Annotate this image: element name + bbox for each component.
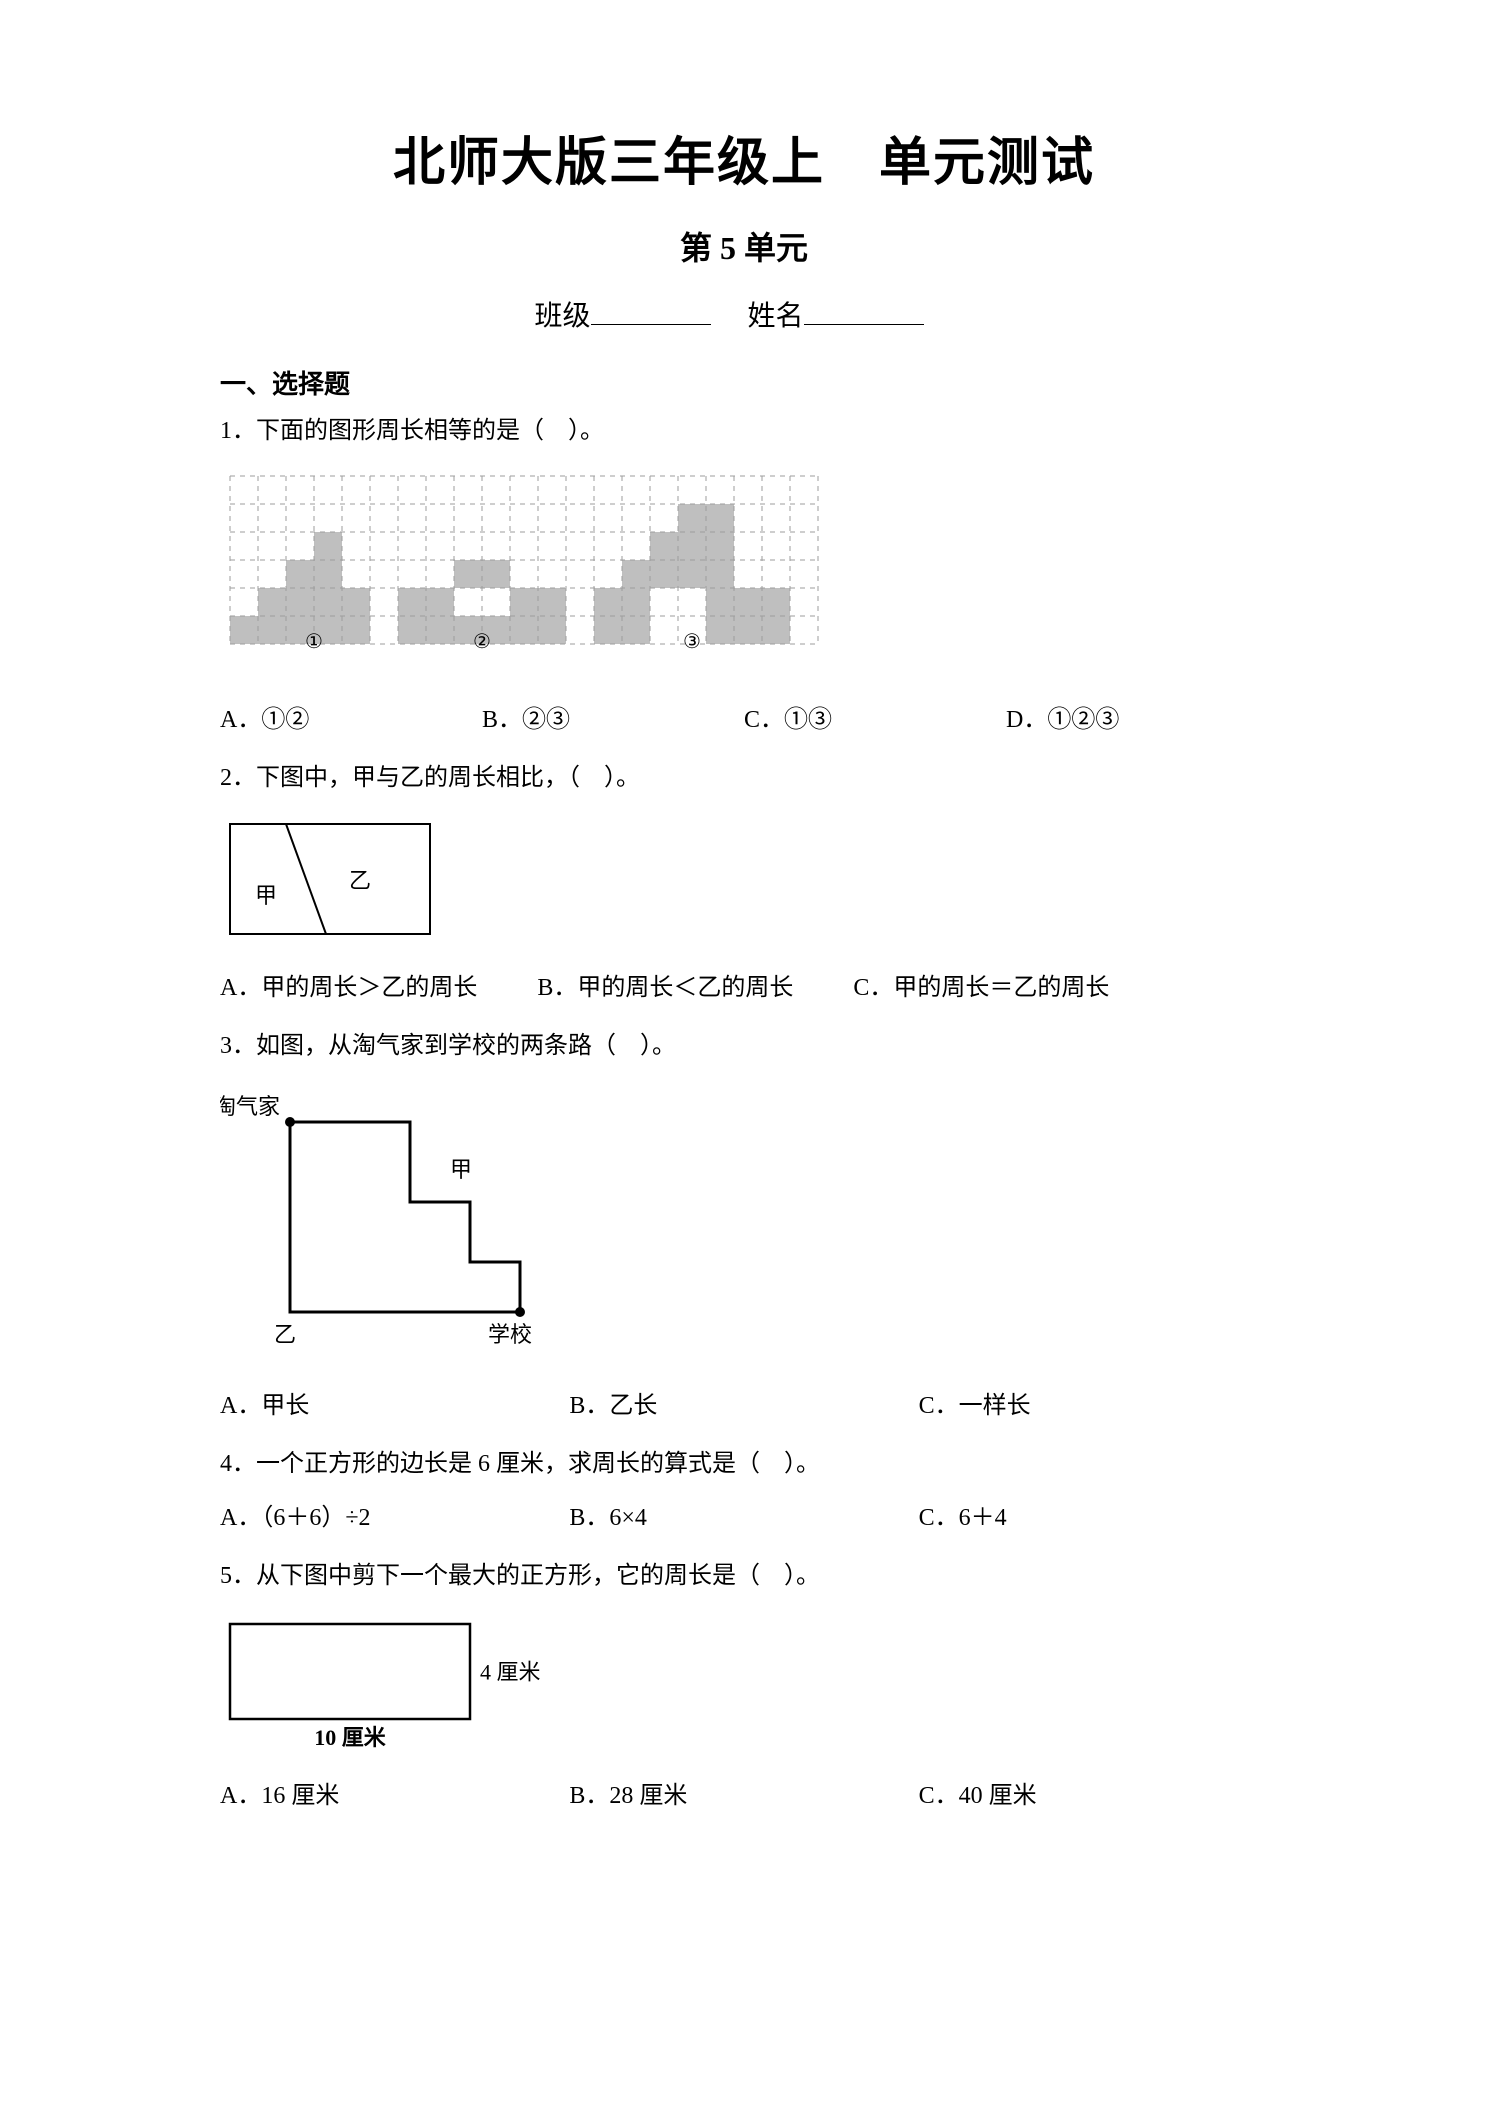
q4-opt-c[interactable]: C．6＋4 [919,1497,1268,1532]
q2-opt-c[interactable]: C．甲的周长＝乙的周长 [853,967,1109,1002]
q2-opt-a[interactable]: A．甲的周长＞乙的周长 [220,967,477,1002]
q5-opt-c[interactable]: C．40 厘米 [919,1775,1268,1810]
svg-text:淘气家: 淘气家 [220,1094,280,1119]
q2-text: 2．下图中，甲与乙的周长相比，（ ）。 [220,756,1268,802]
class-label: 班级 [534,301,590,332]
svg-text:10 厘米: 10 厘米 [314,1725,387,1750]
svg-text:4 厘米: 4 厘米 [480,1659,541,1684]
q2-options: A．甲的周长＞乙的周长 B．甲的周长＜乙的周长 C．甲的周长＝乙的周长 [220,967,1268,1002]
page-title: 北师大版三年级上 单元测试 [220,120,1268,195]
name-blank[interactable] [804,293,924,325]
q1-opt-b[interactable]: B．②③ [482,699,744,734]
q5-opt-b[interactable]: B．28 厘米 [569,1775,918,1810]
name-label: 姓名 [748,301,804,332]
q5-opt-a[interactable]: A．16 厘米 [220,1775,569,1810]
q1-opt-d[interactable]: D．①②③ [1006,699,1268,734]
q3-options: A．甲长 B．乙长 C．一样长 [220,1385,1268,1420]
svg-text:学校: 学校 [488,1322,532,1347]
q2-figure: 甲乙 [220,814,1268,949]
q5-text: 5．从下图中剪下一个最大的正方形，它的周长是（ ）。 [220,1554,1268,1600]
q3-opt-b[interactable]: B．乙长 [569,1385,918,1420]
svg-text:甲: 甲 [450,1157,472,1182]
q4-opt-a[interactable]: A．（6＋6）÷2 [220,1497,569,1532]
class-blank[interactable] [591,293,711,325]
q4-options: A．（6＋6）÷2 B．6×4 C．6＋4 [220,1497,1268,1532]
q1-figure: ① ② ③ [220,466,1268,681]
svg-text:③: ③ [683,631,701,653]
q3-text: 3．如图，从淘气家到学校的两条路（ ）。 [220,1024,1268,1070]
q4-text: 4．一个正方形的边长是 6 厘米，求周长的算式是（ ）。 [220,1442,1268,1488]
q1-text: 1．下面的图形周长相等的是（ ）。 [220,409,1268,455]
q4-opt-b[interactable]: B．6×4 [569,1497,918,1532]
q3-opt-c[interactable]: C．一样长 [919,1385,1268,1420]
svg-text:乙: 乙 [349,868,371,893]
svg-text:②: ② [473,631,491,653]
page: 北师大版三年级上 单元测试 第 5 单元 班级 姓名 一、选择题 1．下面的图形… [0,0,1488,1952]
svg-text:乙: 乙 [274,1322,296,1347]
q1-options: A．①② B．②③ C．①③ D．①②③ [220,699,1268,734]
q3-opt-a[interactable]: A．甲长 [220,1385,569,1420]
svg-text:①: ① [305,631,323,653]
q5-options: A．16 厘米 B．28 厘米 C．40 厘米 [220,1775,1268,1810]
svg-text:甲: 甲 [255,883,277,908]
name-class-row: 班级 姓名 [220,293,1268,334]
q5-figure: 4 厘米 10 厘米 [220,1612,1268,1757]
q1-opt-a[interactable]: A．①② [220,699,482,734]
section-1-heading: 一、选择题 [220,364,1268,401]
q1-opt-c[interactable]: C．①③ [744,699,1006,734]
q3-figure: 淘气家甲乙 学校 [220,1082,1268,1367]
q2-opt-b[interactable]: B．甲的周长＜乙的周长 [537,967,793,1002]
page-subtitle: 第 5 单元 [220,223,1268,269]
